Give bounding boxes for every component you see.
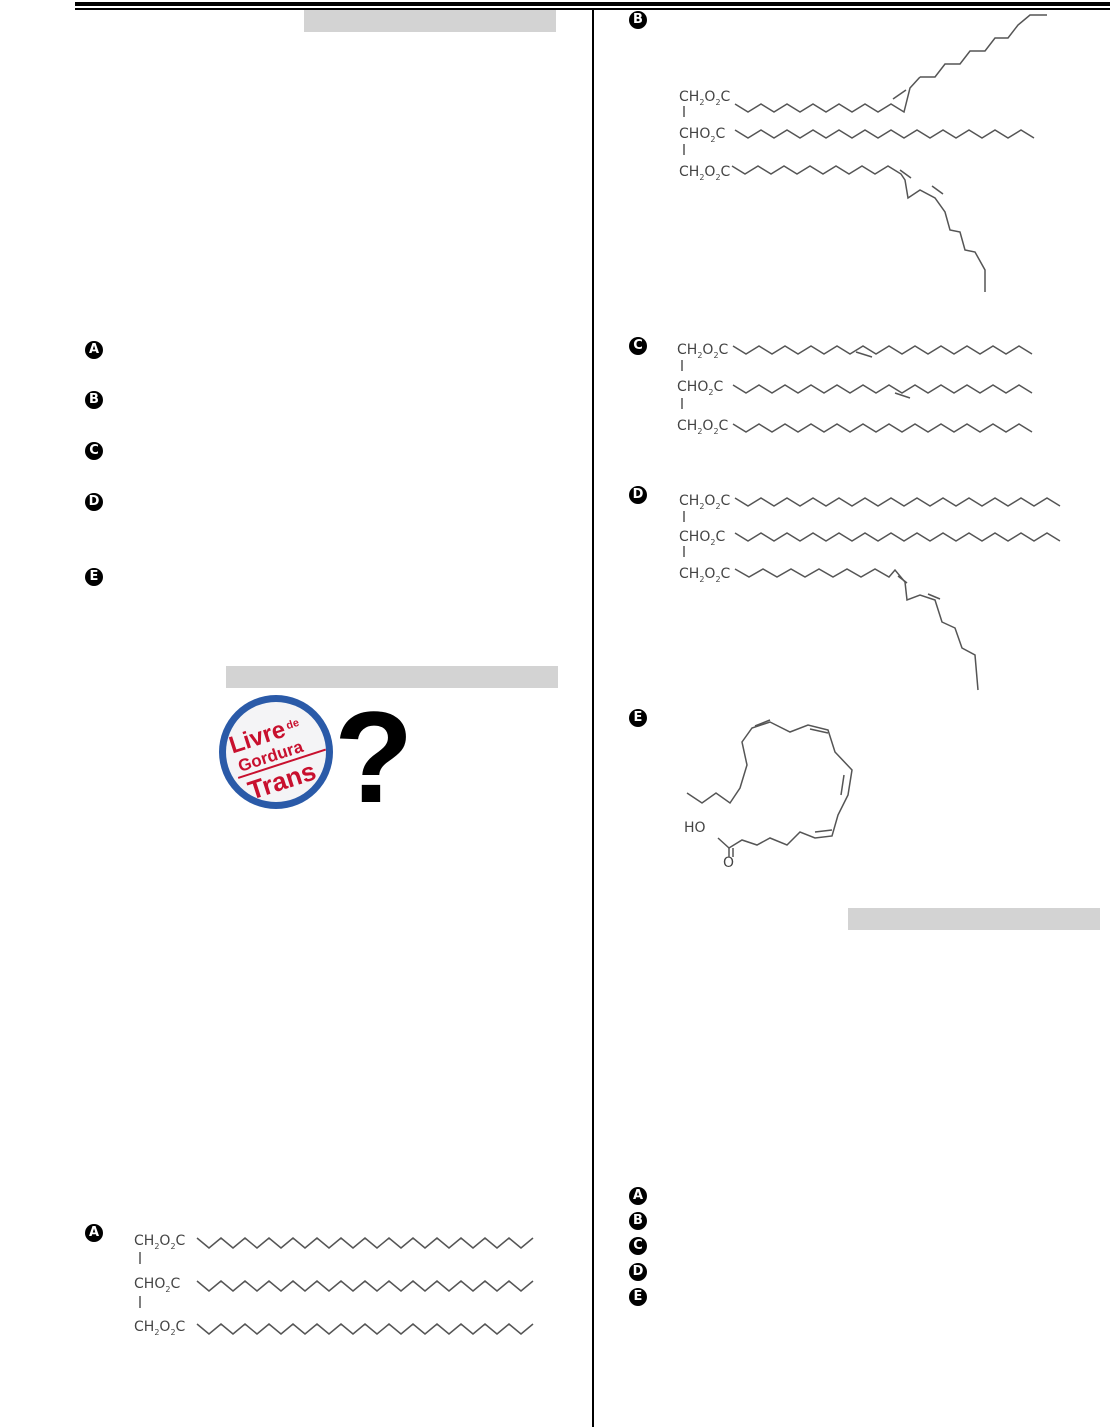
double-bond	[754, 719, 771, 727]
double-bond	[927, 593, 941, 600]
double-bond	[894, 392, 911, 399]
label-ho: HO	[684, 820, 706, 836]
question-header-bar	[848, 908, 1100, 930]
label-ch2o2c: CH2O2C	[679, 493, 731, 511]
label-ch2o2c: CH2O2C	[679, 89, 731, 107]
carbon-chain	[732, 423, 1033, 433]
double-bond	[814, 829, 833, 833]
double-bond	[931, 185, 944, 195]
double-bond	[855, 351, 873, 358]
carbon-chain	[732, 345, 1033, 355]
option-e-marker[interactable]: E	[629, 1288, 647, 1306]
structure-b: CH2O2C CHO2C CH2O2C	[679, 89, 731, 182]
label-cho2c: CHO2C	[679, 529, 725, 547]
option-e-marker[interactable]: E	[85, 568, 103, 586]
structure-c: CH2O2C CHO2C CH2O2C	[677, 342, 729, 436]
double-bond	[809, 728, 829, 734]
carbon-chain	[734, 76, 921, 114]
label-cho2c: CHO2C	[134, 1276, 180, 1294]
header-rule-thin	[75, 8, 1110, 10]
label-o: O	[723, 855, 734, 871]
carbon-chain	[734, 497, 1061, 507]
logo-text-de: de	[285, 717, 301, 732]
option-c-marker[interactable]: C	[629, 1237, 647, 1255]
question-mark-icon: ?	[334, 690, 413, 815]
option-b-marker[interactable]: B	[85, 391, 103, 409]
structure-d: CH2O2C CHO2C CH2O2C	[679, 493, 731, 584]
option-d-marker[interactable]: D	[629, 1263, 647, 1281]
structure-b-marker[interactable]: B	[629, 11, 647, 29]
carbon-chain	[686, 721, 853, 849]
label-ch2o2c: CH2O2C	[679, 164, 731, 182]
carbon-chain	[734, 129, 1035, 139]
structure-c-marker[interactable]: C	[629, 337, 647, 355]
label-cho2c: CHO2C	[677, 379, 723, 397]
question-header-bar	[304, 10, 556, 32]
option-a-marker[interactable]: A	[85, 341, 103, 359]
carbon-chain	[734, 568, 979, 691]
label-ch2o2c: CH2O2C	[134, 1319, 186, 1337]
carbon-chain	[196, 1280, 534, 1292]
structure-a: CH2O2C CHO2C CH2O2C	[134, 1233, 186, 1337]
double-bond	[840, 774, 845, 796]
label-cho2c: CHO2C	[679, 126, 725, 144]
structure-e-marker[interactable]: E	[629, 709, 647, 727]
carbon-chain	[731, 165, 986, 292]
option-c-marker[interactable]: C	[85, 442, 103, 460]
structure-e: HO O	[684, 820, 734, 871]
double-bond	[899, 169, 912, 179]
option-d-marker[interactable]: D	[85, 493, 103, 511]
label-ch2o2c: CH2O2C	[677, 418, 729, 436]
carbon-chain	[732, 384, 1033, 394]
double-bond	[892, 89, 907, 100]
double-bond	[897, 575, 908, 584]
structure-a-marker[interactable]: A	[85, 1224, 103, 1242]
column-divider	[592, 10, 594, 1427]
header-rule	[75, 2, 1110, 6]
label-ch2o2c: CH2O2C	[134, 1233, 186, 1251]
label-ch2o2c: CH2O2C	[679, 566, 731, 584]
carbon-chain	[196, 1323, 534, 1335]
carbon-chain	[920, 14, 1047, 78]
structure-d-marker[interactable]: D	[629, 486, 647, 504]
option-a-marker[interactable]: A	[629, 1187, 647, 1205]
carbon-chain	[734, 532, 1061, 542]
carbon-chain	[196, 1237, 534, 1249]
question-header-bar	[226, 666, 558, 688]
option-b-marker[interactable]: B	[629, 1212, 647, 1230]
trans-fat-free-logo: Livre de Gordura Trans ?	[216, 690, 426, 815]
label-ch2o2c: CH2O2C	[677, 342, 729, 360]
